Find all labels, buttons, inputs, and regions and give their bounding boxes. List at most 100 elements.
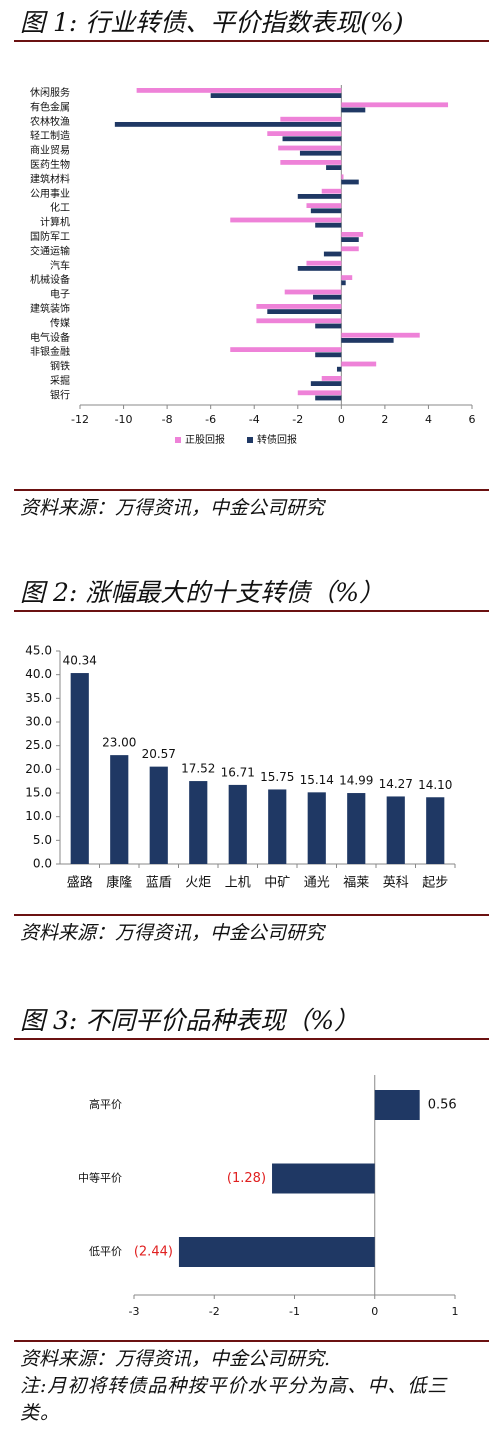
category-label: 中等平价 [78,1171,122,1185]
category-label: 建筑材料 [30,172,70,185]
bar [278,145,342,151]
figure-title: 图 3: 不同平价品种表现（%） [14,1002,489,1040]
x-tick-label: 上机 [225,876,251,891]
x-tick-label: 盛路 [67,875,93,891]
category-label: 低平价 [89,1245,122,1258]
category-label: 高平价 [89,1097,122,1111]
source: 资料来源：万得资讯，中金公司研究 [14,489,489,522]
x-tick-label: -2 [209,1305,220,1318]
value-label: 20.57 [142,747,176,761]
value-label: 40.34 [63,654,97,668]
x-tick-label: 英科 [383,876,409,891]
y-tick-label: 30.0 [25,715,52,729]
category-label: 商业贸易 [30,144,70,157]
bar [310,381,342,386]
bar [315,222,342,228]
category-label: 采掘 [50,374,70,387]
bar [267,309,342,314]
bar [313,294,342,300]
bar [228,784,247,864]
bar [341,107,366,113]
bar [256,304,342,309]
bar [210,93,342,98]
value-label: (1.28) [227,1171,266,1186]
bar [306,203,342,208]
y-tick-label: 10.0 [25,809,52,823]
bar [280,116,342,122]
x-tick-label: -1 [289,1305,300,1318]
category-label: 银行 [50,388,70,401]
bar [341,338,394,343]
bar [297,266,342,271]
x-tick-label: 通光 [304,876,330,891]
y-tick-label: 5.0 [33,833,52,847]
chart: -3 -2 -1 0 1 高平价 0.56 中等平价 (1.28) 低平价 (2.44) [78,1075,459,1318]
source-text: 资料来源：万得资讯，中金公司研究. [20,1348,331,1370]
x-tick-label: 起步 [422,876,448,891]
category-label: 农林牧渔 [30,115,70,128]
figure-title: 图 1: 行业转债、平价指数表现(%) [14,4,489,42]
bar [114,122,342,127]
category-label: 电子 [50,288,70,301]
y-tick-label: 40.0 [25,667,52,681]
bar [315,352,342,358]
bar [321,188,342,194]
category-label: 钢铁 [50,360,70,373]
y-tick-label: 0.0 [33,857,52,871]
bar [310,208,342,214]
category-label: 电气设备 [30,331,70,344]
x-tick-label: -2 [292,413,303,426]
legend-swatch [247,437,253,443]
bar [347,793,366,864]
bar [272,1163,375,1194]
bar [149,766,168,864]
y-tick-label: 20.0 [25,762,52,776]
value-label: 14.99 [339,774,373,788]
bar [178,1237,375,1267]
bar [189,781,208,864]
x-tick-label: 4 [425,413,432,426]
bar [110,755,129,864]
category-label: 交通运输 [30,244,70,257]
bar [341,102,449,108]
bar [386,796,405,864]
value-label: 15.14 [300,773,334,787]
x-tick-label: -4 [249,413,260,426]
category-label: 休闲服务 [30,86,70,99]
legend-label: 转债回报 [257,433,297,446]
value-label: 23.00 [102,736,136,750]
value-label: 0.56 [428,1098,457,1113]
x-tick-label: -6 [205,413,216,426]
bar [284,289,342,295]
x-tick-label: 福莱 [343,876,369,891]
category-label: 计算机 [40,216,70,229]
bar [230,347,342,352]
category-label: 有色金属 [30,100,70,113]
bar [341,179,359,185]
x-tick-label: 6 [469,413,476,426]
bar [280,160,342,165]
x-tick-label: -8 [162,413,173,426]
legend-label: 正股回报 [185,433,225,446]
x-tick-label: 火炬 [185,876,211,891]
y-tick-label: 25.0 [25,738,52,752]
category-label: 医药生物 [30,158,70,171]
note: 注:月初将转债品种按平价水平分为高、中、低三类。 [20,1375,448,1424]
bar [282,136,342,142]
bar [341,332,420,338]
bar [326,165,342,170]
bar [336,366,342,372]
bar [70,673,89,864]
value-label: (2.44) [134,1245,173,1260]
category-label: 汽车 [50,259,70,272]
bar [267,131,342,136]
bar [256,318,342,324]
bar [426,797,445,864]
x-tick-label: 2 [381,413,388,426]
category-label: 公用事业 [30,187,70,200]
bar [297,194,342,199]
bar [136,88,342,93]
x-tick-label: 0 [338,413,345,426]
category-label: 非银金融 [30,345,70,358]
